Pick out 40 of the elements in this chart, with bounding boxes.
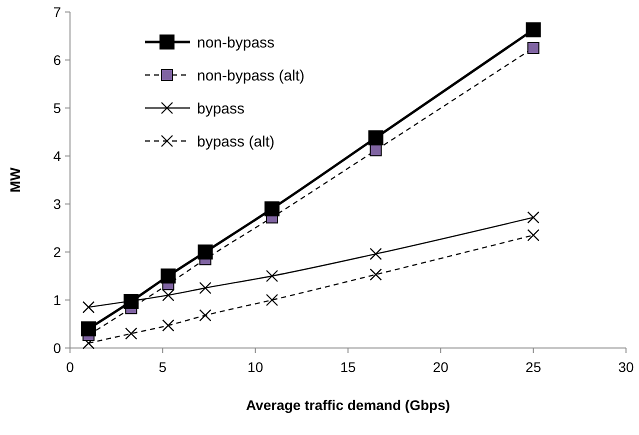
legend-label: bypass xyxy=(197,100,245,118)
x-tick-label: 15 xyxy=(340,359,356,375)
point xyxy=(266,270,278,282)
point xyxy=(368,130,384,146)
y-tick-label: 5 xyxy=(53,100,62,116)
y-tick-label: 0 xyxy=(53,340,62,356)
point xyxy=(125,328,138,340)
point xyxy=(264,201,280,216)
point xyxy=(526,22,541,38)
point xyxy=(81,321,96,336)
point xyxy=(527,229,540,242)
x-tick-label: 0 xyxy=(66,359,74,375)
legend-label: non-bypass xyxy=(197,34,275,52)
y-axis-title: MW xyxy=(7,166,23,192)
point xyxy=(199,309,212,322)
x-tick-label: 5 xyxy=(158,359,167,375)
point xyxy=(370,268,382,281)
legend-label: non-bypass (alt) xyxy=(197,67,305,84)
y-tick-label: 4 xyxy=(53,148,62,164)
x-tick-label: 10 xyxy=(248,359,264,375)
point xyxy=(162,289,174,302)
x-tick-label: 20 xyxy=(432,359,449,375)
y-tick-label: 7 xyxy=(53,4,62,20)
point xyxy=(160,268,176,284)
y-tick-label: 6 xyxy=(53,52,62,68)
point xyxy=(527,211,540,224)
point xyxy=(198,244,213,260)
point xyxy=(370,248,382,260)
legend-label: bypass (alt) xyxy=(197,133,275,150)
point xyxy=(266,294,278,306)
point xyxy=(527,42,540,54)
x-axis-title: Average traffic demand (Gbps) xyxy=(246,397,450,413)
x-tick-label: 25 xyxy=(526,359,542,375)
y-tick-label: 3 xyxy=(53,196,62,212)
y-tick-label: 2 xyxy=(53,244,62,260)
x-tick-label: 30 xyxy=(618,359,634,375)
point xyxy=(199,282,212,294)
point xyxy=(162,319,174,332)
y-tick-label: 1 xyxy=(53,292,62,308)
point xyxy=(82,301,95,314)
